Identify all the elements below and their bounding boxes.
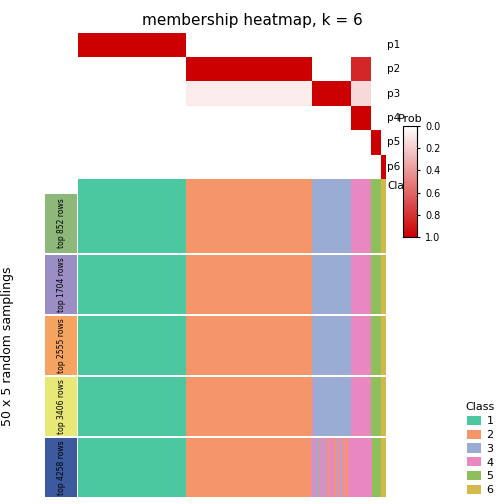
Text: p6: p6 — [387, 162, 400, 172]
Text: p1: p1 — [387, 40, 400, 50]
Text: Class: Class — [387, 181, 415, 192]
Text: p4: p4 — [387, 113, 400, 123]
Title: Prob: Prob — [398, 114, 422, 124]
Text: p3: p3 — [387, 89, 400, 99]
Text: top 1704 rows: top 1704 rows — [57, 257, 66, 312]
Text: top 3406 rows: top 3406 rows — [57, 379, 66, 434]
Text: 50 x 5 random samplings: 50 x 5 random samplings — [1, 267, 14, 426]
Text: p2: p2 — [387, 65, 400, 74]
Text: top 852 rows: top 852 rows — [57, 199, 66, 248]
Text: top 2555 rows: top 2555 rows — [57, 318, 66, 373]
Text: top 4258 rows: top 4258 rows — [57, 440, 66, 495]
Legend: 1, 2, 3, 4, 5, 6: 1, 2, 3, 4, 5, 6 — [463, 399, 498, 498]
Text: membership heatmap, k = 6: membership heatmap, k = 6 — [142, 13, 362, 28]
Text: p5: p5 — [387, 138, 400, 147]
